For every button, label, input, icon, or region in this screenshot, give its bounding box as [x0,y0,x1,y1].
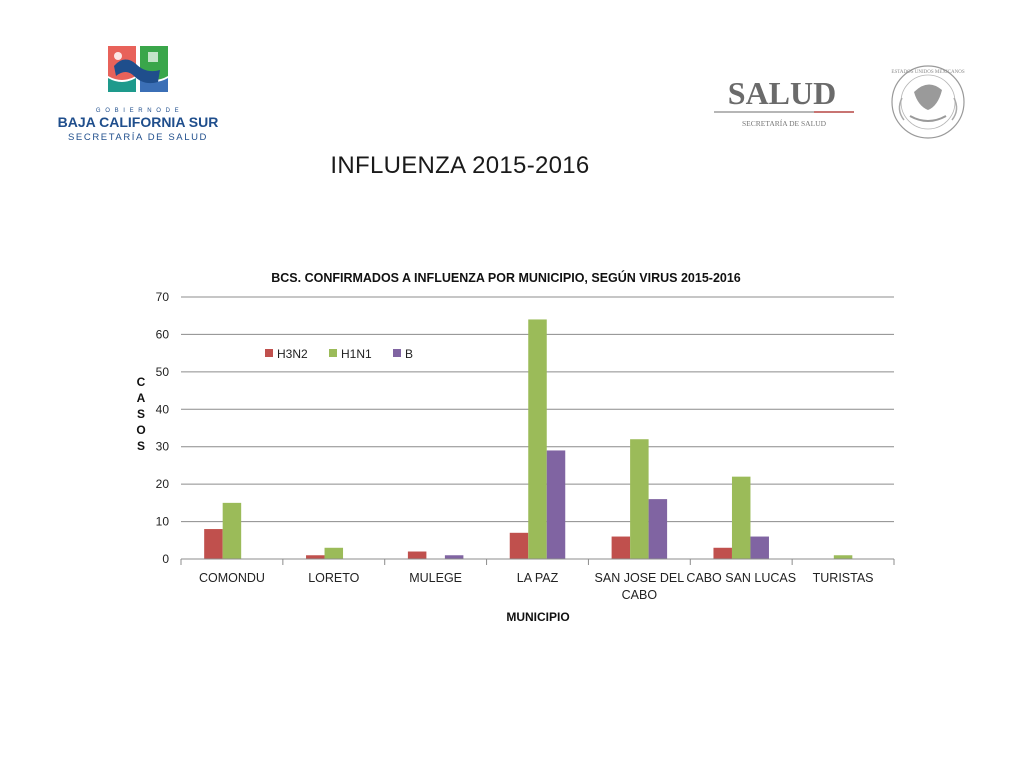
x-category-label: CABO SAN LUCAS [686,571,796,585]
legend: H3N2 H1N1 B [265,347,413,361]
y-tick-label: 20 [156,477,170,491]
x-category-label: SAN JOSE DEL CABO [595,571,685,602]
y-axis-ticks: 0 10 20 30 40 50 60 70 [156,290,170,566]
x-category-label-line: LORETO [308,571,359,585]
right-logo-brand: SALUD [728,75,836,111]
x-category-label: LORETO [308,571,359,585]
bar-h1n1-comondu [222,502,242,559]
baja-california-sur-shield-icon [108,46,168,92]
bar-b-san-jose-del-cabo [648,499,668,559]
seal-text: ESTADOS UNIDOS MEXICANOS [891,70,964,75]
x-category-label-line: MULEGE [409,571,462,585]
bar-b-cabo-san-lucas [750,536,769,559]
left-logo-state: BAJA CALIFORNIA SUR [58,114,219,130]
chart-title: BCS. CONFIRMADOS A INFLUENZA POR MUNICIP… [271,270,741,285]
y-axis-label-letter: S [137,407,145,421]
x-category-label: COMONDU [199,571,265,585]
salud-logo: SALUD SECRETARÍA DE SALUD ESTADOS UNIDOS… [714,65,965,139]
bar-h3n2-loreto [306,555,325,559]
x-axis [180,558,895,565]
x-category-label: TURISTAS [813,571,874,585]
x-category-label-line: SAN JOSE DEL [595,571,685,585]
y-tick-label: 30 [156,440,170,454]
x-category-label-line: TURISTAS [813,571,874,585]
x-category-label-line: CABO SAN LUCAS [686,571,796,585]
bar-h1n1-loreto [324,547,344,559]
legend-swatch-h1n1 [329,349,337,357]
legend-swatch-b [393,349,401,357]
y-axis-label-letter: O [136,423,145,437]
legend-label-b: B [405,347,413,361]
left-logo-dept: SECRETARÍA DE SALUD [68,132,208,143]
y-axis-label-letter: A [137,391,146,405]
y-axis-label-letter: S [137,439,145,453]
bar-h1n1-san-jose-del-cabo [630,439,649,559]
bar-h3n2-cabo-san-lucas [713,547,732,559]
legend-swatch-h3n2 [265,349,273,357]
y-tick-label: 0 [162,552,169,566]
right-logo-sub: SECRETARÍA DE SALUD [742,118,827,128]
bar-h3n2-la-paz [509,532,529,559]
x-category-label-line: COMONDU [199,571,265,585]
baja-california-sur-logo: G O B I E R N O D E BAJA CALIFORNIA SUR … [58,46,219,143]
bar-h1n1-la-paz [528,319,547,559]
bar-h3n2-mulege [407,551,427,559]
x-category-label: LA PAZ [517,571,559,585]
bar-b-mulege [444,555,464,559]
x-category-label: MULEGE [409,571,462,585]
y-tick-label: 40 [156,402,170,416]
bar-h3n2-san-jose-del-cabo [611,536,631,559]
y-tick-label: 50 [156,365,170,379]
mexican-coat-of-arms-icon [891,65,965,139]
x-axis-label: MUNICIPIO [506,610,569,624]
page-title: INFLUENZA 2015-2016 [330,152,590,179]
legend-label-h1n1: H1N1 [341,347,372,361]
bar-h1n1-turistas [833,555,853,559]
legend-label-h3n2: H3N2 [277,347,308,361]
x-category-label-line: CABO [622,588,658,602]
y-tick-label: 70 [156,290,170,304]
y-axis-label-letter: C [137,375,146,389]
bar-b-la-paz [546,450,566,559]
x-axis-categories: COMONDU LORETO MULEGE LA PAZ SAN JOSE DEL CAB… [199,571,874,602]
bar-h1n1-cabo-san-lucas [731,476,751,559]
bars [204,319,853,559]
y-tick-label: 10 [156,515,170,529]
y-tick-label: 60 [156,327,170,341]
bar-h3n2-comondu [204,529,223,559]
left-logo-gobierno: G O B I E R N O D E [96,108,180,114]
x-category-label-line: LA PAZ [517,571,559,585]
